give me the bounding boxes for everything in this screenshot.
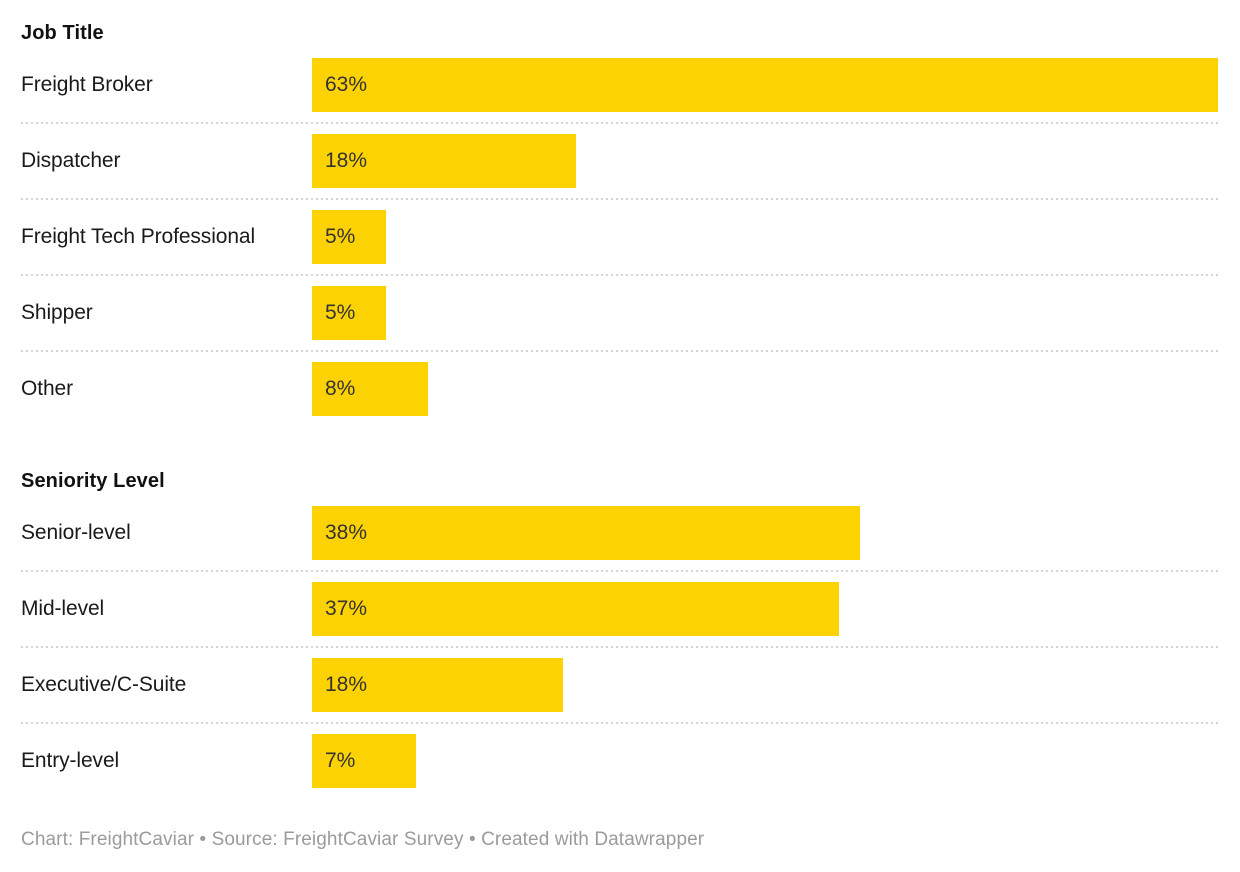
chart-row: Mid-level 37% — [21, 571, 1219, 648]
bar-value-label: 18% — [325, 149, 368, 172]
bar: 63% — [312, 58, 1218, 112]
category-label: Executive/C-Suite — [21, 673, 187, 696]
section-rows: Freight Broker 63% Dispatcher 18% Freigh… — [21, 47, 1219, 427]
bar-value-label: 37% — [325, 597, 368, 620]
chart-row: Freight Broker 63% — [21, 47, 1219, 124]
category-label: Mid-level — [21, 597, 105, 620]
category-label: Freight Tech Professional — [21, 225, 256, 248]
chart-section: Seniority Level Senior-level 38% Mid-lev… — [21, 469, 1219, 799]
bar-value-label: 18% — [325, 673, 368, 696]
bar-value-label: 5% — [325, 225, 356, 248]
section-title: Job Title — [21, 22, 104, 44]
chart-row: Senior-level 38% — [21, 495, 1219, 572]
category-label: Freight Broker — [21, 73, 153, 96]
chart-section: Job Title Freight Broker 63% Dispatcher … — [21, 21, 1219, 427]
chart-row: Executive/C-Suite 18% — [21, 647, 1219, 724]
chart-row: Freight Tech Professional 5% — [21, 199, 1219, 276]
bar: 7% — [312, 734, 416, 788]
category-label: Other — [21, 377, 74, 400]
bar: 5% — [312, 286, 386, 340]
bar: 5% — [312, 210, 386, 264]
bar-value-label: 8% — [325, 377, 356, 400]
chart-footer: Chart: FreightCaviar • Source: FreightCa… — [21, 829, 705, 850]
bar: 38% — [312, 506, 860, 560]
chart-row: Dispatcher 18% — [21, 123, 1219, 200]
chart-row: Shipper 5% — [21, 275, 1219, 352]
bar: 37% — [312, 582, 839, 636]
bar: 18% — [312, 658, 563, 712]
bar-value-label: 7% — [325, 749, 356, 772]
category-label: Senior-level — [21, 521, 131, 544]
bar-value-label: 38% — [325, 521, 368, 544]
bar-value-label: 5% — [325, 301, 356, 324]
category-label: Shipper — [21, 301, 93, 324]
chart-row: Other 8% — [21, 351, 1219, 427]
chart-row: Entry-level 7% — [21, 723, 1219, 799]
bar: 8% — [312, 362, 428, 416]
category-label: Dispatcher — [21, 149, 121, 172]
bar-value-label: 63% — [325, 73, 368, 96]
section-rows: Senior-level 38% Mid-level 37% Executive… — [21, 495, 1219, 799]
bar: 18% — [312, 134, 576, 188]
chart: Job Title Freight Broker 63% Dispatcher … — [21, 21, 1219, 850]
category-label: Entry-level — [21, 749, 120, 772]
section-title: Seniority Level — [21, 470, 165, 492]
